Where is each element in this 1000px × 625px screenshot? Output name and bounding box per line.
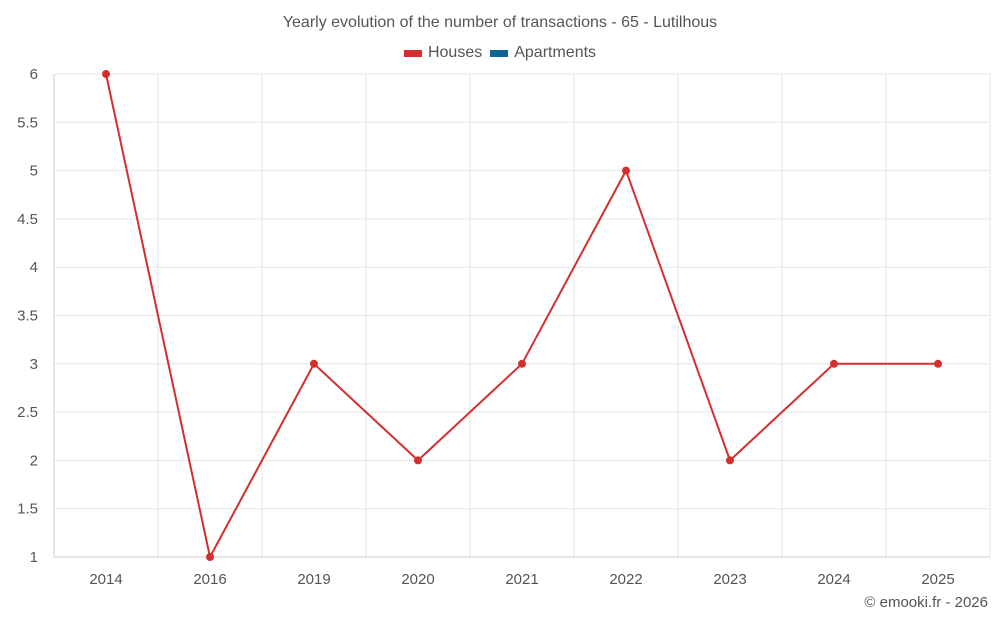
- legend-item-apartments[interactable]: Apartments: [490, 44, 596, 62]
- y-tick-label: 5.5: [17, 114, 38, 131]
- data-point-houses[interactable]: [726, 456, 734, 465]
- y-tick-labels: 1 1.5 2 2.5 3 3.5 4 4.5 5 5.5 6: [17, 66, 38, 566]
- y-tick-label: 5: [30, 163, 38, 180]
- legend-label-houses: Houses: [427, 44, 483, 61]
- legend-label-apartments: Apartments: [514, 44, 597, 61]
- y-tick-label: 1.5: [17, 501, 38, 518]
- x-tick-label: 2025: [921, 571, 954, 588]
- x-tick-label: 2024: [817, 571, 850, 588]
- legend-swatch-apartments: [490, 49, 509, 57]
- y-tick-label: 4.5: [17, 211, 38, 228]
- y-tick-label: 1: [30, 549, 38, 566]
- y-tick-label: 3.5: [17, 308, 38, 325]
- y-tick-label: 4: [30, 259, 38, 276]
- grid-lines: [53, 73, 991, 557]
- data-point-houses[interactable]: [414, 456, 422, 465]
- x-tick-label: 2022: [609, 571, 642, 588]
- chart-title: Yearly evolution of the number of transa…: [282, 14, 718, 31]
- x-tick-label: 2020: [401, 571, 434, 588]
- legend-item-houses[interactable]: Houses: [403, 44, 483, 62]
- x-tick-label: 2021: [505, 571, 538, 588]
- y-tick-label: 6: [30, 66, 38, 83]
- legend-swatch-houses: [403, 49, 422, 57]
- x-tick-label: 2014: [89, 571, 122, 588]
- data-point-houses[interactable]: [206, 553, 214, 561]
- x-tick-label: 2016: [193, 571, 226, 588]
- data-point-houses[interactable]: [310, 359, 318, 368]
- data-point-houses[interactable]: [518, 359, 526, 368]
- data-point-houses[interactable]: [622, 166, 630, 175]
- series-houses: [102, 70, 942, 561]
- y-tick-label: 2.5: [17, 404, 38, 421]
- y-tick-label: 2: [30, 452, 38, 469]
- x-tick-label: 2019: [297, 571, 330, 588]
- chart-legend: Houses Apartments: [0, 44, 1000, 62]
- data-point-houses[interactable]: [934, 359, 942, 368]
- credit-text: © emooki.fr - 2026: [864, 594, 988, 611]
- x-tick-labels: 2014 2016 2019 2020 2021 2022 2023 2024 2025: [89, 571, 954, 588]
- data-point-houses[interactable]: [830, 359, 838, 368]
- x-tick-label: 2023: [713, 571, 746, 588]
- data-point-houses[interactable]: [102, 70, 110, 78]
- y-tick-label: 3: [30, 356, 38, 373]
